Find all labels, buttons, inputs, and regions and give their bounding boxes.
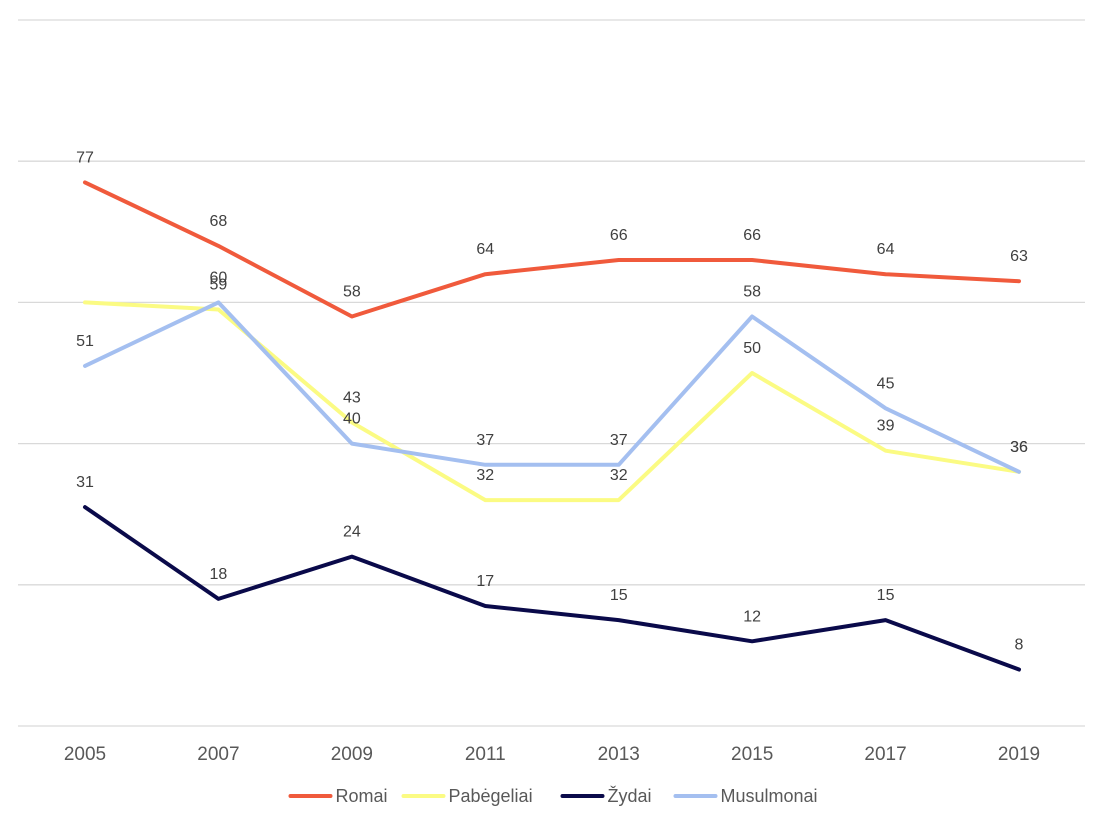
data-label: 59 <box>210 276 228 293</box>
data-label: 37 <box>610 432 628 449</box>
x-tick-label: 2009 <box>331 744 373 765</box>
data-label: 37 <box>476 432 494 449</box>
legend-label: Romai <box>336 786 388 806</box>
x-axis: 2005 2007 2009 2011 2013 2015 2017 2019 <box>64 744 1040 765</box>
data-label: 45 <box>877 375 895 392</box>
data-label: 32 <box>610 467 628 484</box>
legend-item: Pabėgeliai <box>401 786 533 806</box>
data-label: 39 <box>877 418 895 435</box>
data-label: 31 <box>76 474 94 491</box>
legend-item: Žydai <box>560 786 652 806</box>
data-label: 77 <box>76 149 94 166</box>
data-label: 40 <box>343 411 361 428</box>
x-tick-label: 2005 <box>64 744 106 765</box>
data-label: 60 <box>210 269 228 286</box>
gridlines <box>18 19 1085 727</box>
series-lines <box>83 180 1021 672</box>
x-tick-label: 2019 <box>998 744 1040 765</box>
series-line <box>83 300 1021 503</box>
data-label: 36 <box>1010 439 1028 456</box>
series-line <box>83 300 1021 474</box>
data-label: 68 <box>210 213 228 230</box>
x-tick-label: 2017 <box>864 744 906 765</box>
series-line <box>83 505 1021 672</box>
data-label: 15 <box>877 587 895 604</box>
legend-label: Musulmonai <box>721 786 818 806</box>
x-tick-label: 2015 <box>731 744 773 765</box>
data-label: 18 <box>210 566 228 583</box>
data-label: 17 <box>476 573 494 590</box>
data-labels: 77 68 58 64 66 66 64 63 59 43 32 32 50 39 36 31 18 24 17 15… <box>76 149 1028 653</box>
data-label: 58 <box>743 284 761 301</box>
legend: Romai Pabėgeliai Žydai Musulmonai <box>288 786 818 806</box>
data-label: 64 <box>476 241 494 258</box>
legend-label: Žydai <box>608 786 652 806</box>
data-label: 15 <box>610 587 628 604</box>
data-label: 63 <box>1010 248 1028 265</box>
data-label: 24 <box>343 524 361 541</box>
x-tick-label: 2011 <box>465 744 506 765</box>
legend-label: Pabėgeliai <box>449 786 533 806</box>
data-label: 32 <box>476 467 494 484</box>
legend-item: Musulmonai <box>673 786 818 806</box>
data-label: 66 <box>743 227 761 244</box>
x-tick-label: 2007 <box>197 744 239 765</box>
x-tick-label: 2013 <box>598 744 640 765</box>
legend-item: Romai <box>288 786 388 806</box>
data-label: 12 <box>743 608 761 625</box>
data-label: 66 <box>610 227 628 244</box>
data-label: 36 <box>1010 439 1028 456</box>
data-label: 43 <box>343 389 361 406</box>
series-line <box>83 180 1021 319</box>
data-label: 58 <box>343 284 361 301</box>
data-label: 64 <box>877 241 895 258</box>
data-label: 51 <box>76 333 94 350</box>
data-label: 8 <box>1015 637 1024 654</box>
data-label: 50 <box>743 340 761 357</box>
